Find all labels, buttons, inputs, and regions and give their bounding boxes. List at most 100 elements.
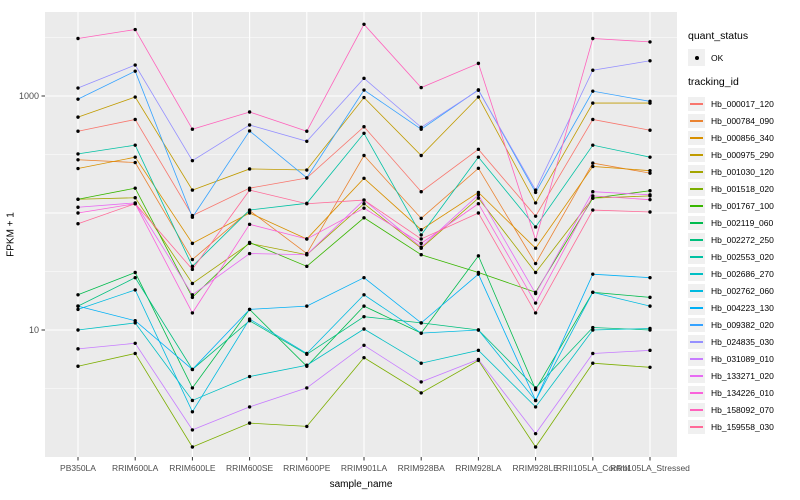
data-point	[247, 307, 252, 312]
data-point	[533, 201, 538, 205]
data-point	[76, 158, 80, 162]
data-point	[133, 69, 137, 73]
data-point	[190, 410, 195, 414]
data-point	[476, 88, 481, 92]
legend-key-box	[688, 147, 705, 162]
legend-item-label: Hb_000017_120	[711, 98, 774, 109]
legend-item-label: Hb_002686_270	[711, 268, 774, 279]
data-point	[648, 171, 652, 175]
data-point	[476, 95, 481, 99]
legend-line-swatch	[690, 102, 703, 105]
legend-key-box	[688, 215, 705, 230]
legend-line-swatch	[690, 170, 703, 173]
data-point	[533, 398, 538, 403]
x-tick-label: RRIM600LE	[169, 463, 216, 473]
data-point	[305, 253, 309, 257]
legend-key-box	[688, 49, 705, 66]
legend-item-Hb_001030_120: Hb_001030_120	[688, 163, 798, 180]
legend-item-Hb_004223_130: Hb_004223_130	[688, 299, 798, 316]
data-point	[76, 347, 80, 351]
data-point	[648, 210, 652, 214]
data-point	[419, 85, 423, 90]
data-point	[305, 264, 309, 269]
legend-line-swatch	[690, 340, 703, 343]
data-point	[476, 190, 481, 195]
data-point	[190, 311, 195, 315]
x-tick-label: PB350LA	[60, 463, 96, 473]
legend-item-Hb_134226_010: Hb_134226_010	[688, 384, 798, 401]
legend-item-label: Hb_001030_120	[711, 166, 774, 177]
data-point	[190, 241, 195, 246]
legend-key-box	[688, 402, 705, 417]
legend-item-Hb_133271_020: Hb_133271_020	[688, 367, 798, 384]
data-point	[419, 391, 423, 395]
data-point	[533, 188, 538, 192]
data-point	[247, 251, 252, 256]
data-point	[247, 222, 252, 227]
legend-item-label: Hb_134226_010	[711, 387, 774, 398]
data-point	[305, 202, 309, 206]
data-point	[648, 155, 652, 159]
data-point	[362, 355, 366, 360]
data-point	[247, 317, 252, 321]
data-point	[305, 424, 309, 429]
data-point	[591, 272, 595, 276]
data-point	[476, 348, 481, 353]
legend-line-swatch	[690, 221, 703, 224]
legend-key-box	[688, 96, 705, 111]
data-point	[362, 343, 366, 347]
data-point	[533, 238, 538, 242]
data-point	[133, 319, 137, 323]
data-point	[419, 216, 423, 221]
data-point	[76, 129, 80, 133]
data-point	[133, 160, 137, 165]
data-point	[362, 95, 366, 100]
legend-item-label: Hb_002553_020	[711, 251, 774, 262]
x-tick-label: RRIM600SE	[225, 463, 274, 473]
legend-key-box	[688, 419, 705, 434]
legend-key-box	[688, 317, 705, 332]
data-point	[190, 295, 195, 300]
legend-line-swatch	[690, 204, 703, 207]
data-point	[476, 254, 481, 258]
data-point	[476, 166, 481, 171]
data-point	[76, 152, 80, 156]
data-point	[648, 59, 652, 63]
data-point	[76, 328, 80, 332]
data-point	[133, 95, 137, 99]
legend-line-swatch	[690, 153, 703, 156]
data-point	[133, 117, 137, 122]
data-point	[648, 197, 652, 202]
legend-item-label: Hb_024835_030	[711, 336, 774, 347]
data-point	[648, 295, 652, 300]
data-point	[591, 290, 595, 295]
plot-panel	[45, 12, 677, 457]
data-point	[419, 245, 423, 249]
data-point	[76, 304, 80, 308]
data-point	[419, 125, 423, 130]
legend-item-label: OK	[711, 52, 724, 63]
legend-key-box	[688, 164, 705, 179]
data-point	[305, 129, 309, 133]
x-tick-label: RRIM600PE	[283, 463, 331, 473]
data-point	[247, 167, 252, 171]
legend-line-swatch	[690, 238, 703, 241]
data-point	[476, 193, 481, 197]
data-point	[362, 314, 366, 319]
data-point	[648, 40, 652, 44]
data-point	[247, 211, 252, 215]
data-point	[591, 325, 595, 330]
data-point	[190, 257, 195, 262]
data-point	[305, 139, 309, 144]
legend-item-label: Hb_158092_070	[711, 404, 774, 415]
legend-tracking-id-entries: Hb_000017_120 Hb_000784_090 Hb_000856_340 H…	[688, 95, 798, 435]
data-point	[190, 293, 195, 297]
data-point	[419, 233, 423, 237]
legend-item-label: Hb_000784_090	[711, 115, 774, 126]
data-point	[476, 147, 481, 152]
data-point	[362, 304, 366, 308]
legend-item-Hb_031089_010: Hb_031089_010	[688, 350, 798, 367]
legend-key-box	[688, 266, 705, 281]
